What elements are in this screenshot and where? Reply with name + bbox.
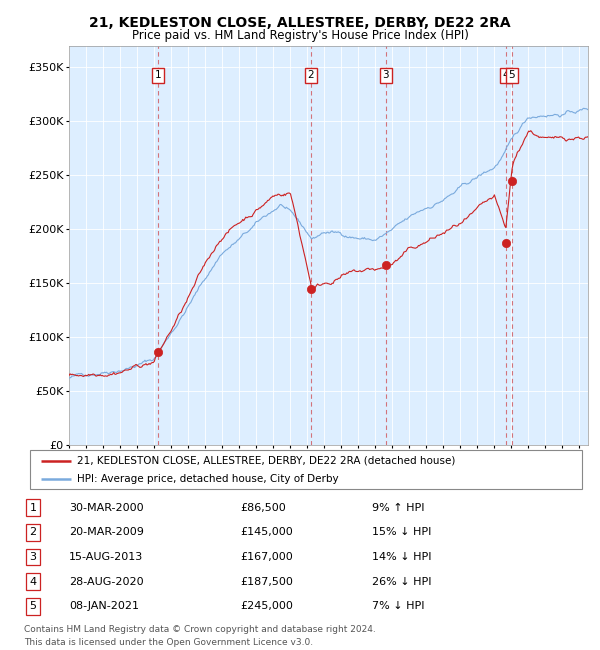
Text: £86,500: £86,500 [240, 502, 286, 513]
Text: 21, KEDLESTON CLOSE, ALLESTREE, DERBY, DE22 2RA: 21, KEDLESTON CLOSE, ALLESTREE, DERBY, D… [89, 16, 511, 31]
Text: 26% ↓ HPI: 26% ↓ HPI [372, 577, 431, 587]
Text: 7% ↓ HPI: 7% ↓ HPI [372, 601, 425, 612]
Text: 14% ↓ HPI: 14% ↓ HPI [372, 552, 431, 562]
Text: Contains HM Land Registry data © Crown copyright and database right 2024.
This d: Contains HM Land Registry data © Crown c… [24, 625, 376, 647]
Text: 3: 3 [383, 70, 389, 81]
Text: 21, KEDLESTON CLOSE, ALLESTREE, DERBY, DE22 2RA (detached house): 21, KEDLESTON CLOSE, ALLESTREE, DERBY, D… [77, 456, 455, 465]
Text: £167,000: £167,000 [240, 552, 293, 562]
Text: 5: 5 [508, 70, 515, 81]
Text: 5: 5 [29, 601, 37, 612]
Text: 2: 2 [308, 70, 314, 81]
Text: £187,500: £187,500 [240, 577, 293, 587]
Text: 15% ↓ HPI: 15% ↓ HPI [372, 527, 431, 538]
Text: 08-JAN-2021: 08-JAN-2021 [69, 601, 139, 612]
Text: 30-MAR-2000: 30-MAR-2000 [69, 502, 143, 513]
Text: 1: 1 [155, 70, 161, 81]
Text: 28-AUG-2020: 28-AUG-2020 [69, 577, 143, 587]
Text: £245,000: £245,000 [240, 601, 293, 612]
Text: Price paid vs. HM Land Registry's House Price Index (HPI): Price paid vs. HM Land Registry's House … [131, 29, 469, 42]
Text: 4: 4 [502, 70, 509, 81]
Text: £145,000: £145,000 [240, 527, 293, 538]
Text: 15-AUG-2013: 15-AUG-2013 [69, 552, 143, 562]
Text: 2: 2 [29, 527, 37, 538]
Text: 4: 4 [29, 577, 37, 587]
Text: HPI: Average price, detached house, City of Derby: HPI: Average price, detached house, City… [77, 474, 338, 484]
Text: 3: 3 [29, 552, 37, 562]
Text: 9% ↑ HPI: 9% ↑ HPI [372, 502, 425, 513]
Text: 1: 1 [29, 502, 37, 513]
Text: 20-MAR-2009: 20-MAR-2009 [69, 527, 144, 538]
